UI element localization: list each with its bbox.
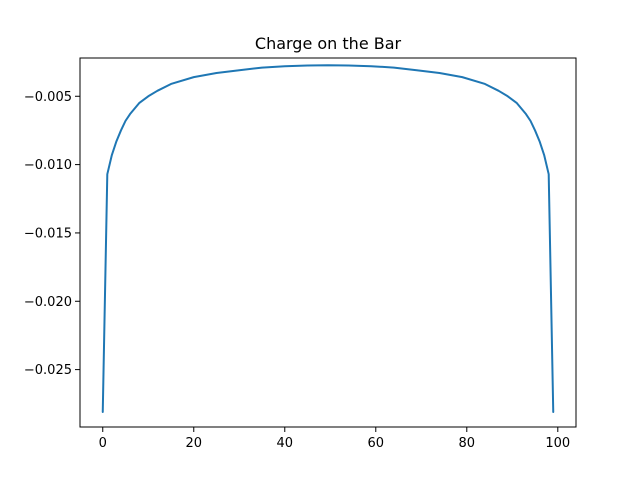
plot-area bbox=[101, 64, 555, 413]
y-tick-label: −0.025 bbox=[24, 363, 72, 378]
y-tick-label: −0.005 bbox=[24, 90, 72, 105]
series-line-0 bbox=[101, 64, 555, 413]
y-axis: −0.005 −0.010 −0.015 −0.020 −0.025 bbox=[24, 90, 80, 378]
axes-frame bbox=[79, 57, 577, 428]
x-tick-label: 20 bbox=[185, 436, 202, 451]
x-tick-label: 60 bbox=[368, 436, 385, 451]
x-tick-label: 80 bbox=[459, 436, 476, 451]
x-tick-label: 40 bbox=[276, 436, 293, 451]
x-axis: 0 20 40 60 80 100 bbox=[99, 427, 570, 451]
x-tick-label: 0 bbox=[99, 436, 107, 451]
y-tick-label: −0.010 bbox=[24, 158, 72, 173]
x-tick-label: 100 bbox=[545, 436, 570, 451]
y-tick-label: −0.015 bbox=[24, 226, 72, 241]
y-tick-label: −0.020 bbox=[24, 295, 72, 310]
chart-title: Charge on the Bar bbox=[255, 34, 402, 53]
